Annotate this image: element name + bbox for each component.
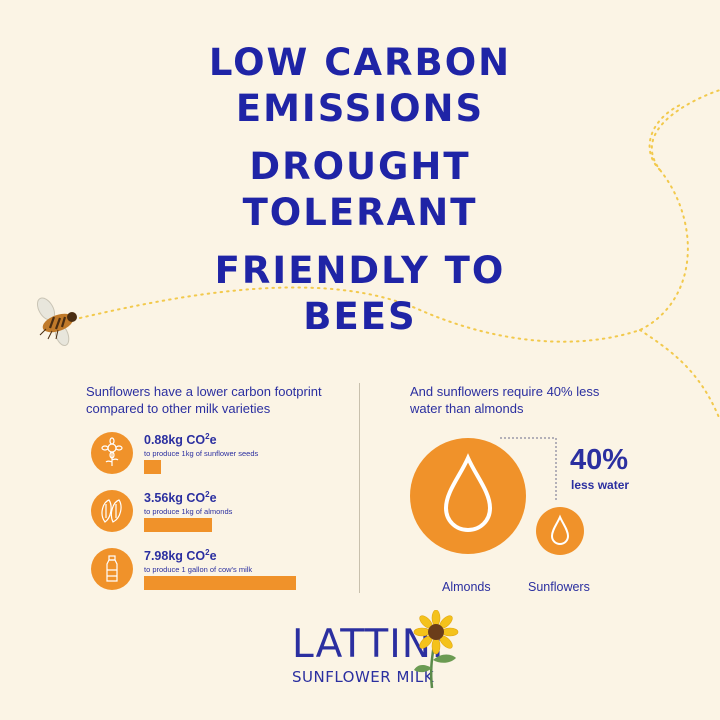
carbon-intro: Sunflowers have a lower carbon footprint…	[86, 384, 322, 416]
carbon-desc: to produce 1kg of sunflower seeds	[144, 449, 259, 458]
sunflower-logo-icon	[413, 610, 459, 689]
sunflowers-label: Sunflowers	[528, 580, 590, 594]
carbon-section: Sunflowers have a lower carbon footprint…	[86, 383, 346, 417]
water-intro: And sunflowers require 40% less water th…	[410, 384, 600, 416]
water-drop-icon	[443, 453, 493, 533]
brand-tagline: SUNFLOWER MILK	[292, 668, 435, 686]
carbon-bar	[144, 576, 296, 590]
water-percent-label: less water	[571, 478, 630, 492]
carbon-desc: to produce 1kg of almonds	[144, 507, 233, 516]
almond-icon	[91, 490, 133, 532]
headline-low-carbon: LOW CARBON EMISSIONS	[208, 41, 512, 130]
carbon-value: 3.56kg CO2e	[144, 490, 217, 506]
almonds-water-circle	[410, 438, 526, 554]
bee-icon	[36, 297, 77, 347]
carbon-bar	[144, 518, 212, 532]
headline-friendly-bees: FRIENDLY TO BEES	[214, 249, 506, 338]
sunflower-icon	[91, 432, 133, 474]
carbon-stat-sunflower: 0.88kg CO2e to produce 1kg of sunflower …	[86, 432, 356, 482]
water-percent: 40%	[570, 444, 629, 476]
carbon-desc: to produce 1 gallon of cow's milk	[144, 565, 253, 574]
sunflowers-water-circle	[536, 507, 584, 555]
water-drop-icon	[550, 514, 570, 546]
milk-bottle-icon	[91, 548, 133, 590]
column-divider	[359, 383, 360, 593]
carbon-value: 0.88kg CO2e	[144, 432, 217, 448]
headlines: LOW CARBON EMISSIONS DROUGHT TOLERANT FR…	[0, 40, 720, 352]
carbon-stat-cow-milk: 7.98kg CO2e to produce 1 gallon of cow's…	[86, 548, 356, 598]
carbon-value: 7.98kg CO2e	[144, 548, 217, 564]
carbon-stat-almonds: 3.56kg CO2e to produce 1kg of almonds	[86, 490, 356, 540]
headline-drought-tolerant: DROUGHT TOLERANT	[242, 145, 478, 234]
almonds-label: Almonds	[442, 580, 491, 594]
brand-logo: LATTINI SUNFLOWER MILK	[292, 624, 444, 687]
carbon-bar	[144, 460, 161, 474]
